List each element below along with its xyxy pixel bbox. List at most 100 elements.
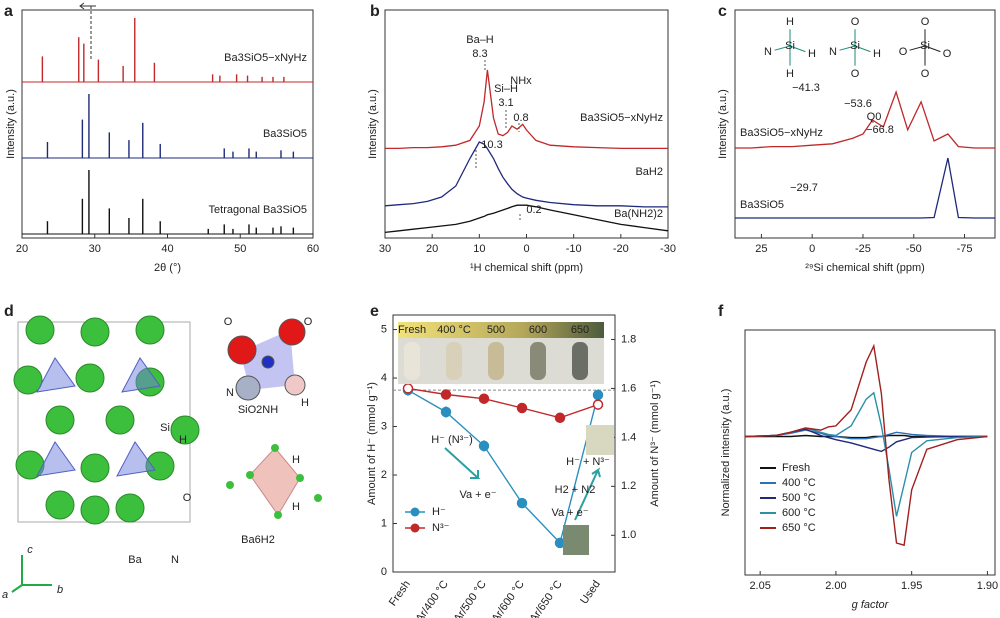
x-tick-label: -30 xyxy=(660,243,676,255)
ba-atom xyxy=(80,317,110,347)
atom xyxy=(278,318,306,346)
atom: O xyxy=(921,16,930,28)
structure-label: O xyxy=(183,492,192,504)
legend-label: Fresh xyxy=(782,462,810,474)
atom xyxy=(261,355,275,369)
inset-label: 650 xyxy=(571,324,589,336)
point xyxy=(516,402,528,414)
annotation: 0.2 xyxy=(526,204,541,216)
x-tick-label: 2.05 xyxy=(749,580,770,592)
structure-label: Si xyxy=(160,422,170,434)
x-tick-label: 40 xyxy=(161,243,173,255)
structure-label: H xyxy=(292,501,300,513)
y-tick-label: 0 xyxy=(381,566,387,578)
atom: Si xyxy=(850,40,860,52)
atom: O xyxy=(851,68,860,80)
x-tick-label: -75 xyxy=(957,243,973,255)
x-tick-label: 30 xyxy=(89,243,101,255)
x-axis-label: ¹H chemical shift (ppm) xyxy=(470,262,583,274)
y-axis-label: Intensity (a.u.) xyxy=(367,89,379,159)
annotation: Ba–H xyxy=(466,34,494,46)
annotation: 0.8 xyxy=(513,112,528,124)
y-tick-label: 1 xyxy=(381,517,387,529)
structure-label: SiO2NH xyxy=(238,404,278,416)
atom: Si xyxy=(920,40,930,52)
plot-frame xyxy=(734,9,996,239)
tube xyxy=(530,342,546,380)
atom: H xyxy=(873,48,881,60)
x-tick-label: Ar/400 °C xyxy=(414,578,451,618)
x-tick-label: 20 xyxy=(16,243,28,255)
arrow xyxy=(574,467,601,521)
legend-label: 650 °C xyxy=(782,522,816,534)
x-tick-label: 1.90 xyxy=(977,580,998,592)
annotation: −29.7 xyxy=(790,182,818,194)
tube xyxy=(446,342,462,380)
legend-label: N³⁻ xyxy=(432,522,450,534)
bond xyxy=(789,45,806,53)
ba-atom xyxy=(170,415,200,445)
structure-label: b xyxy=(57,584,63,596)
atom: O xyxy=(899,46,908,58)
inset-label: 600 xyxy=(529,324,547,336)
structure-label: N xyxy=(171,554,179,566)
x-tick-label: -25 xyxy=(855,243,871,255)
y2-tick-label: 1.6 xyxy=(621,382,636,394)
bond xyxy=(909,45,926,51)
panel-label: a xyxy=(4,3,13,20)
plot-frame xyxy=(744,329,996,576)
atom: H xyxy=(786,16,794,28)
x-tick-label: 60 xyxy=(307,243,319,255)
legend-label: 500 °C xyxy=(782,492,816,504)
spectrum xyxy=(384,204,669,234)
x-axis-label: ²⁹Si chemical shift (ppm) xyxy=(805,262,925,274)
y2-tick-label: 1.4 xyxy=(621,431,636,443)
structure-label: O xyxy=(304,316,313,328)
point xyxy=(592,389,604,401)
tube xyxy=(572,342,588,380)
legend-swatch xyxy=(410,523,420,533)
x-tick-label: 25 xyxy=(755,243,767,255)
atom xyxy=(227,335,257,365)
annotation: 3.1 xyxy=(498,97,513,109)
x-tick-label: 0 xyxy=(809,243,815,255)
ba-atom xyxy=(271,444,279,452)
x-tick-label: -50 xyxy=(906,243,922,255)
annotation: Va + e⁻ xyxy=(459,489,496,501)
panel-label: e xyxy=(370,303,379,320)
x-tick-label: 10 xyxy=(473,243,485,255)
tube xyxy=(488,342,504,380)
plot-frame xyxy=(392,314,616,573)
series-label: Tetragonal Ba3SiO5 xyxy=(209,204,307,216)
ba-atom xyxy=(226,481,234,489)
tetrahedron xyxy=(121,357,161,393)
x-axis-label: 2θ (°) xyxy=(154,262,181,274)
structure-label: H xyxy=(292,454,300,466)
inset-label: 500 xyxy=(487,324,505,336)
point xyxy=(478,440,490,452)
y2-tick-label: 1.2 xyxy=(621,480,636,492)
annotation: −66.8 xyxy=(866,124,894,136)
x-tick-label: 20 xyxy=(426,243,438,255)
point xyxy=(402,383,414,394)
y-axis-label: Amount of H⁻ (mmol g⁻¹) xyxy=(366,382,378,505)
series-label: Ba(NH2)2 xyxy=(614,208,663,220)
photo xyxy=(563,525,589,555)
point xyxy=(440,406,452,418)
x-axis-label: g factor xyxy=(852,599,890,611)
spectrum xyxy=(744,429,988,440)
spectrum xyxy=(735,89,995,149)
x-tick-label: 30 xyxy=(379,243,391,255)
tetrahedron xyxy=(36,441,76,477)
structure-label: O xyxy=(224,316,233,328)
ba-atom xyxy=(45,490,75,520)
series-label: Ba3SiO5−xNyHz xyxy=(224,52,307,64)
atom: O xyxy=(921,68,930,80)
ba-atom xyxy=(25,315,55,345)
panel-label: c xyxy=(718,3,727,20)
structure-label: a xyxy=(2,589,8,601)
y-axis-label: Intensity (a.u.) xyxy=(717,89,729,159)
spectrum xyxy=(384,141,668,208)
y-tick-label: 4 xyxy=(381,372,387,384)
legend-label: 600 °C xyxy=(782,507,816,519)
